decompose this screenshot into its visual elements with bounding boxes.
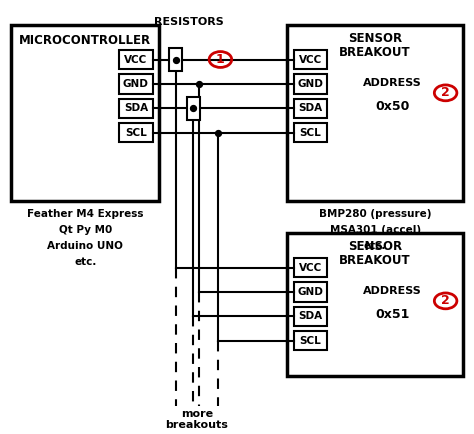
Text: BREAKOUT: BREAKOUT (339, 46, 411, 59)
Text: etc.: etc. (74, 257, 97, 267)
Bar (119, 74, 153, 93)
Text: 0x50: 0x50 (375, 99, 410, 112)
Text: Arduino UNO: Arduino UNO (47, 241, 123, 251)
Text: ADDRESS: ADDRESS (364, 286, 422, 296)
Bar (294, 283, 328, 302)
Text: SDA: SDA (299, 103, 323, 113)
Point (195, 80, 203, 87)
Text: more
breakouts: more breakouts (165, 408, 228, 430)
Text: ADDRESS: ADDRESS (364, 78, 422, 88)
Text: SCL: SCL (125, 128, 147, 138)
Text: SENSOR: SENSOR (348, 240, 402, 253)
Bar (119, 50, 153, 69)
Text: SDA: SDA (299, 312, 323, 322)
Text: 0x51: 0x51 (375, 308, 410, 321)
Text: 1: 1 (216, 53, 225, 66)
Text: Qt Py M0: Qt Py M0 (59, 225, 112, 235)
Text: SCL: SCL (300, 336, 321, 346)
Bar (294, 307, 328, 326)
Bar (119, 123, 153, 142)
Text: SCL: SCL (300, 128, 321, 138)
Text: GND: GND (298, 287, 324, 297)
Text: GND: GND (123, 79, 149, 89)
Bar (294, 99, 328, 118)
Point (190, 105, 197, 112)
Text: 2: 2 (441, 294, 450, 307)
Point (214, 129, 222, 136)
Bar (287, 233, 463, 376)
Bar (169, 48, 182, 71)
Bar (11, 24, 159, 201)
Text: etc.: etc. (364, 241, 386, 251)
Point (172, 56, 180, 63)
Bar (294, 50, 328, 69)
Text: VCC: VCC (299, 263, 322, 273)
Text: RESISTORS: RESISTORS (155, 16, 224, 26)
Text: MICROCONTROLLER: MICROCONTROLLER (19, 34, 152, 47)
Text: BREAKOUT: BREAKOUT (339, 254, 411, 267)
Bar (294, 123, 328, 142)
Text: Feather M4 Express: Feather M4 Express (27, 210, 144, 220)
Bar (294, 258, 328, 277)
Text: SENSOR: SENSOR (348, 32, 402, 45)
Bar (119, 99, 153, 118)
Bar (287, 24, 463, 201)
Text: VCC: VCC (124, 55, 147, 65)
Bar (187, 97, 200, 120)
Bar (294, 74, 328, 93)
Text: GND: GND (298, 79, 324, 89)
Text: SDA: SDA (124, 103, 148, 113)
Text: MSA301 (accel): MSA301 (accel) (329, 225, 421, 235)
Text: BMP280 (pressure): BMP280 (pressure) (319, 210, 431, 220)
Text: 2: 2 (441, 86, 450, 99)
Bar (294, 331, 328, 350)
Text: VCC: VCC (299, 55, 322, 65)
